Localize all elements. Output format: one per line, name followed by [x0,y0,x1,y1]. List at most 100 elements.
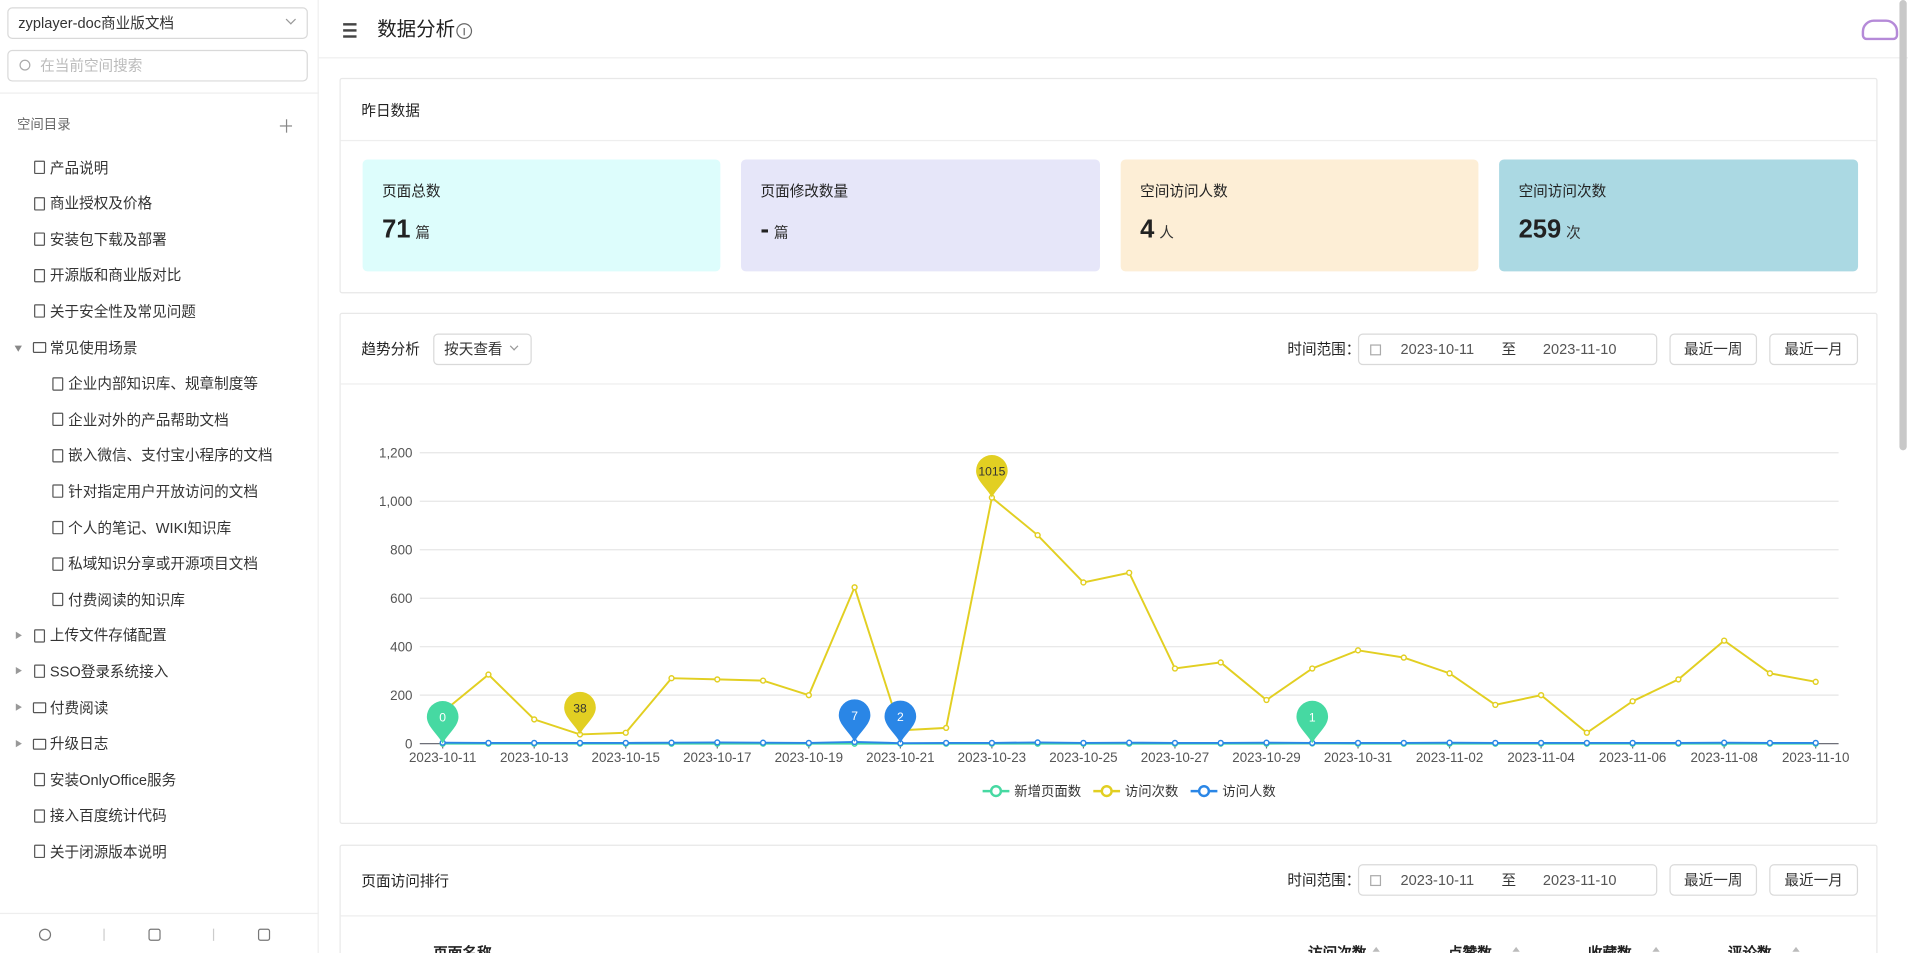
footer-icon[interactable] [148,928,161,941]
data-point [622,739,629,747]
data-point [1629,698,1636,705]
data-point [1217,739,1224,747]
divider [103,928,105,941]
add-icon [285,119,288,133]
data-point [1537,739,1545,747]
tree-item[interactable]: 关于闭源版本说明 [0,835,318,869]
stat-label: 空间访问人数 [1140,182,1228,200]
tree-item[interactable]: 私域知识分享或开源项目文档 [0,547,318,581]
menu-icon [343,29,357,32]
data-point [759,677,767,684]
doc-icon [34,232,46,247]
divider [340,915,1877,917]
tree-item[interactable]: 付费阅读 [0,691,318,725]
range-sep: 至 [1501,870,1517,888]
x-tick-label: 2023-10-15 [592,750,660,765]
data-point [668,675,675,682]
sort-icon[interactable] [1372,946,1380,952]
tree-label: 关于安全性及常见问题 [49,303,196,321]
tree-item[interactable]: 针对指定用户开放访问的文档 [0,475,318,509]
button[interactable]: 最近一周 [1669,333,1758,366]
page-title: 数据分析 [377,19,456,40]
button[interactable]: 最近一周 [1669,864,1758,896]
tree-item[interactable]: 常见使用场景 [0,331,318,365]
footer-icon[interactable] [257,928,271,941]
stat-unit: 篇 [773,223,789,241]
stat-unit: 篇 [415,223,430,241]
legend: 新增页面数 访问次数 访问人数 [982,784,1276,799]
range-start: 2023-10-11 [1400,340,1475,358]
data-point [1721,739,1728,746]
tree-item[interactable]: 开源版和商业版对比 [0,259,318,293]
legend-icon [989,785,1003,798]
tree-item[interactable]: 个人的笔记、WIKI知识库 [0,511,318,545]
view-select[interactable]: 按天查看 [433,333,532,366]
data-point [1263,739,1270,746]
data-point [1492,739,1499,747]
tree-item[interactable]: 企业内部知识库、规章制度等 [0,367,318,401]
sort-icon[interactable] [1652,946,1660,952]
data-point [714,739,721,746]
tree-item[interactable]: 安装OnlyOffice服务 [0,763,318,797]
tree-item[interactable]: 嵌入微信、支付宝小程序的文档 [0,439,318,473]
data-point [1492,701,1499,709]
mark-label: 0 [439,711,446,725]
footer-icon[interactable] [38,928,52,941]
tree-item[interactable]: 产品说明 [0,151,318,185]
button[interactable]: 最近一月 [1769,864,1859,896]
data-point [1400,739,1407,747]
x-tick-label: 2023-10-11 [409,750,476,765]
divider [212,928,215,941]
expand-arrow [15,703,22,711]
stat-value: - [760,215,770,244]
stat-value: 71 [382,215,411,244]
view-select-text: 按天查看 [444,340,503,358]
tree-item[interactable]: 企业对外的产品帮助文档 [0,403,318,437]
tree-label: 付费阅读 [49,699,109,717]
tree-item[interactable]: 商业授权及价格 [0,187,318,221]
date-range[interactable]: 2023-10-11 至 2023-11-10 [1357,864,1658,896]
menu-icon [343,35,357,38]
y-tick-label: 1,200 [379,446,412,461]
sort-icon[interactable] [1792,946,1800,952]
avatar[interactable] [1861,19,1899,41]
x-tick-label: 2023-10-13 [500,750,568,765]
sort-icon[interactable] [1512,946,1520,952]
space-select[interactable]: zyplayer-doc商业版文档 [7,7,308,39]
stat-card: 页面修改数量 - 篇 [741,159,1100,272]
header: 数据分析 [318,0,1908,59]
button[interactable]: 最近一月 [1769,333,1859,366]
add-icon[interactable] [279,125,293,127]
tree-item[interactable]: 安装包下载及部署 [0,223,318,257]
legend-icon [1100,785,1113,798]
range-label: 时间范围： [1287,340,1361,358]
tree-item[interactable]: 接入百度统计代码 [0,799,318,833]
mark-pin [838,699,871,742]
search-input[interactable]: 在当前空间搜索 [7,49,308,82]
info-icon [456,23,473,39]
data-point [531,739,538,747]
tree-item[interactable]: 关于安全性及常见问题 [0,295,318,329]
divider [340,139,1877,142]
tree-label: 升级日志 [49,735,109,753]
data-point [1675,739,1682,747]
doc-icon [34,845,46,859]
date-range[interactable]: 2023-10-11 至 2023-11-10 [1357,333,1658,366]
chevron [285,14,296,25]
tree-item[interactable]: 升级日志 [0,727,318,761]
tree-item[interactable]: 付费阅读的知识库 [0,583,318,617]
tree-title: 空间目录 [17,118,71,134]
mark-label: 1 [1309,710,1316,724]
panel: 昨日数据 页面总数 71 篇页面修改数量 - 篇空间访问人数 4 人空间访问次数 259 次 [339,77,1878,294]
stat-unit: 人 [1159,223,1174,241]
stat-label: 页面修改数量 [760,182,849,200]
tree-item[interactable]: SSO登录系统接入 [0,655,318,689]
tree-item[interactable]: 上传文件存储配置 [0,619,318,653]
folder-icon [32,738,47,750]
expand-arrow [15,667,22,675]
data-point [1126,739,1133,746]
legend-icon [1197,785,1211,798]
stat-value: 4 [1140,215,1155,244]
stat-value-row: -篇 [761,215,789,252]
data-point [1354,739,1362,747]
